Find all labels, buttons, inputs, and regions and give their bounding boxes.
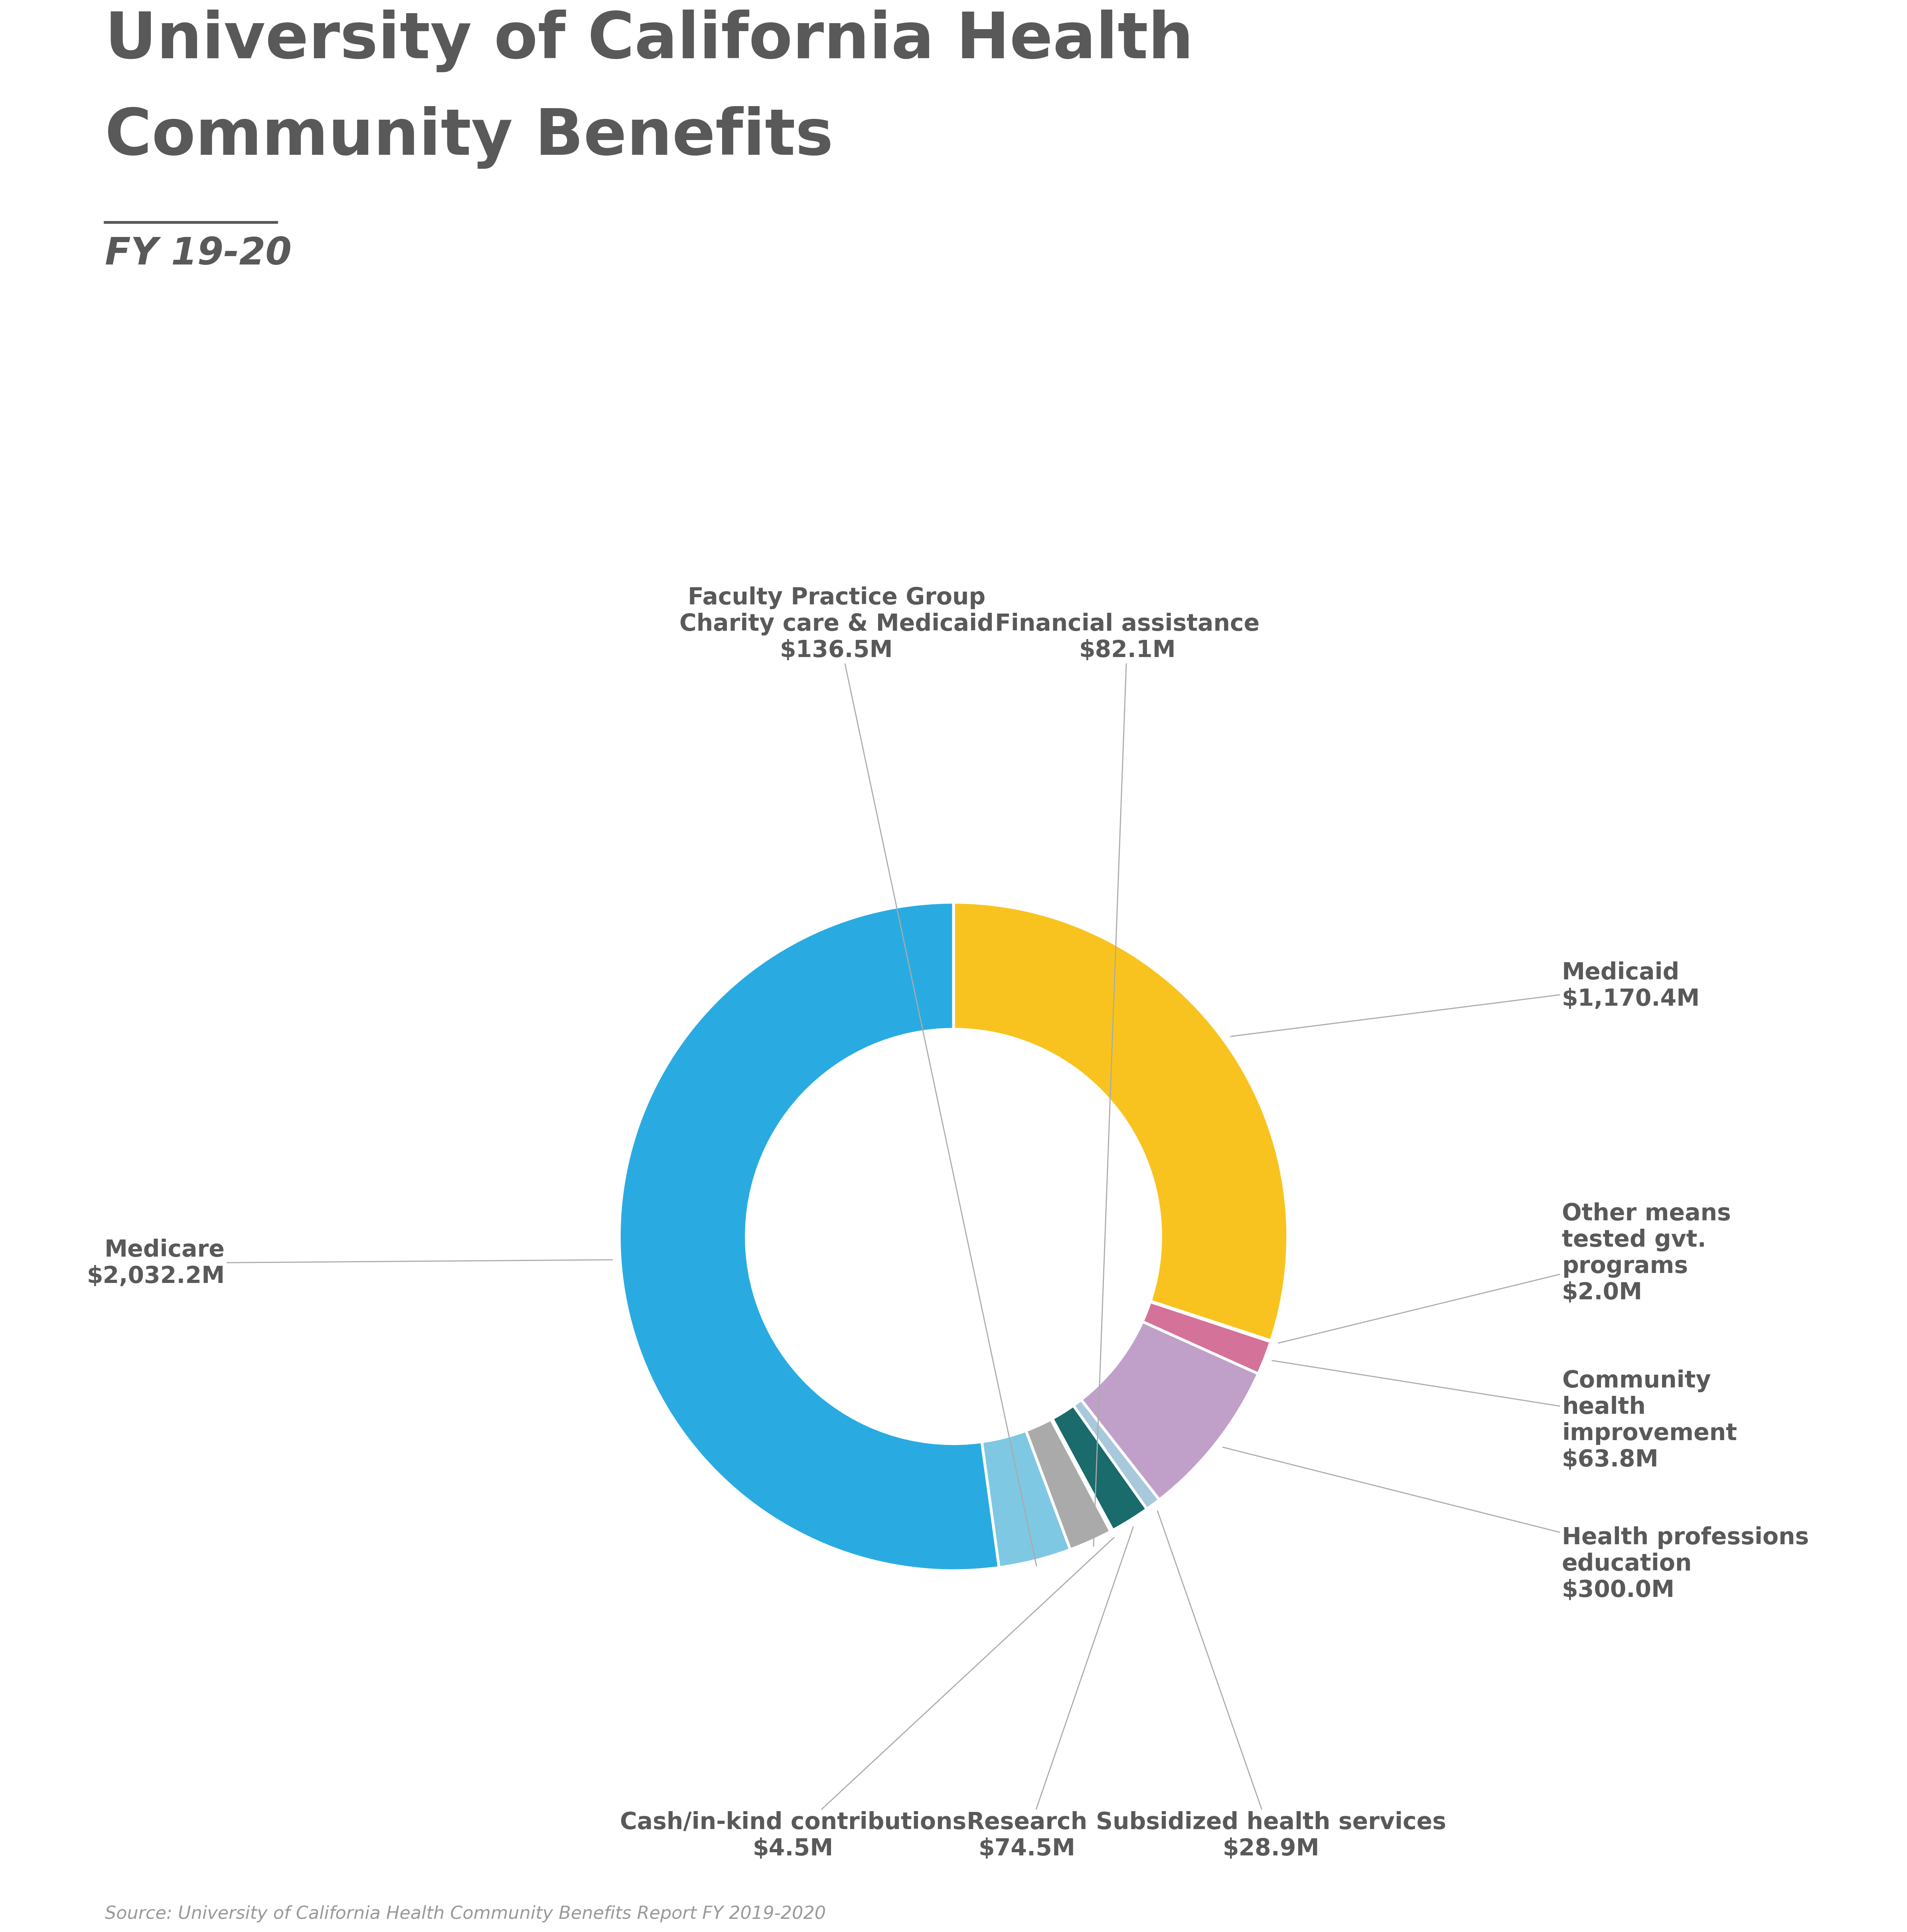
Wedge shape	[620, 902, 999, 1571]
Wedge shape	[1081, 1321, 1259, 1499]
Wedge shape	[1026, 1420, 1110, 1549]
Text: FY 19-20: FY 19-20	[105, 236, 292, 272]
Text: Health professions
education
$300.0M: Health professions education $300.0M	[1222, 1447, 1810, 1602]
Text: Source: University of California Health Community Benefits Report FY 2019-2020: Source: University of California Health …	[105, 1905, 826, 1922]
Wedge shape	[1074, 1399, 1159, 1509]
Wedge shape	[1053, 1405, 1146, 1530]
Text: Financial assistance
$82.1M: Financial assistance $82.1M	[995, 612, 1261, 1546]
Text: Cash/in-kind contributions
$4.5M: Cash/in-kind contributions $4.5M	[620, 1538, 1114, 1861]
Text: Research
$74.5M: Research $74.5M	[967, 1526, 1133, 1861]
Wedge shape	[982, 1430, 1070, 1567]
Text: Other means
tested gvt.
programs
$2.0M: Other means tested gvt. programs $2.0M	[1278, 1202, 1732, 1343]
Wedge shape	[1051, 1418, 1114, 1532]
Wedge shape	[1142, 1302, 1270, 1374]
Text: Medicaid
$1,170.4M: Medicaid $1,170.4M	[1230, 962, 1699, 1036]
Text: University of California Health: University of California Health	[105, 10, 1194, 71]
Wedge shape	[1150, 1300, 1272, 1341]
Text: Community
health
improvement
$63.8M: Community health improvement $63.8M	[1272, 1360, 1737, 1470]
Text: Medicare
$2,032.2M: Medicare $2,032.2M	[88, 1238, 612, 1289]
Text: Subsidized health services
$28.9M: Subsidized health services $28.9M	[1097, 1511, 1446, 1861]
Text: Community Benefits: Community Benefits	[105, 106, 833, 168]
Wedge shape	[954, 902, 1287, 1341]
Text: Faculty Practice Group
Charity care & Medicaid
$136.5M: Faculty Practice Group Charity care & Me…	[679, 585, 1037, 1567]
